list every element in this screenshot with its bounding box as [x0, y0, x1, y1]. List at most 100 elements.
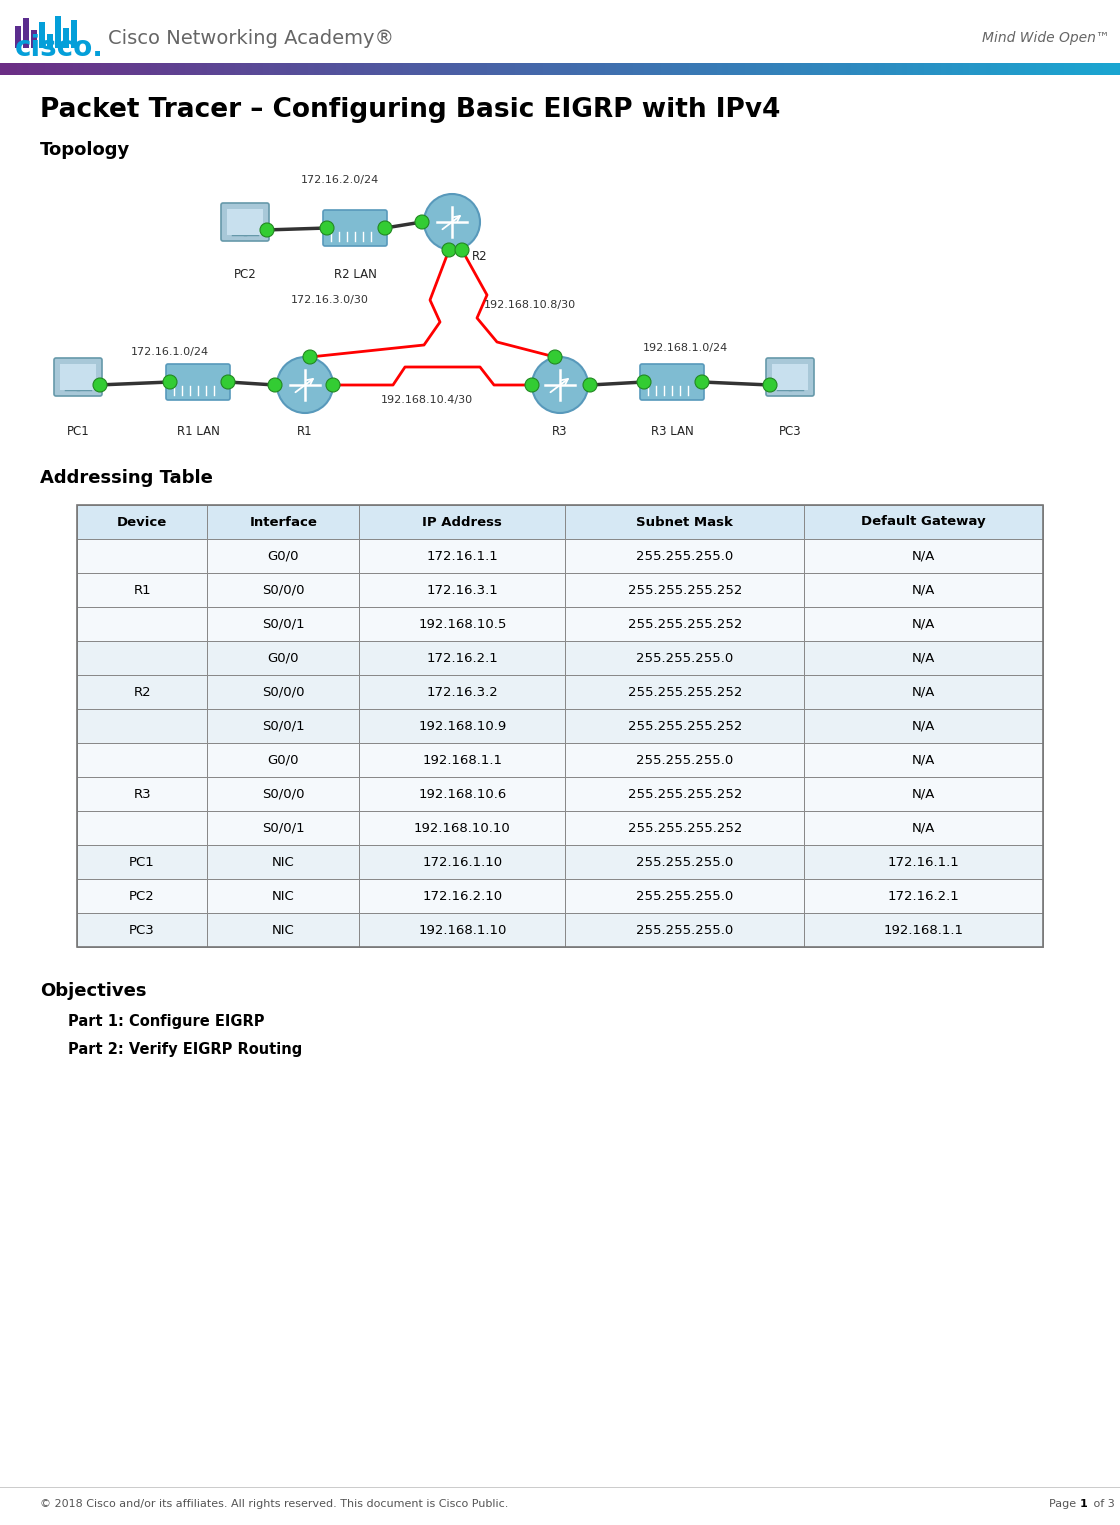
Text: Part 2: Verify EIGRP Routing: Part 2: Verify EIGRP Routing — [68, 1042, 302, 1057]
Bar — [804, 676, 1043, 709]
Text: 255.255.255.252: 255.255.255.252 — [627, 787, 743, 801]
Circle shape — [637, 375, 651, 389]
Bar — [62, 63, 67, 75]
Bar — [672, 63, 678, 75]
Bar — [829, 63, 834, 75]
Text: 172.16.1.1: 172.16.1.1 — [427, 549, 498, 563]
Text: S0/0/0: S0/0/0 — [262, 686, 305, 698]
Bar — [202, 63, 207, 75]
Bar — [246, 63, 252, 75]
Bar — [28, 63, 34, 75]
Bar — [804, 811, 1043, 845]
Bar — [661, 63, 666, 75]
Text: 255.255.255.0: 255.255.255.0 — [636, 753, 734, 767]
Text: NIC: NIC — [272, 856, 295, 869]
Text: S0/0/0: S0/0/0 — [262, 584, 305, 596]
Circle shape — [416, 215, 429, 229]
Bar — [812, 63, 818, 75]
Bar — [840, 63, 846, 75]
Bar — [745, 63, 750, 75]
Bar — [71, 20, 77, 47]
Bar — [493, 63, 498, 75]
Bar — [974, 63, 980, 75]
Bar — [448, 63, 454, 75]
Text: 192.168.10.6: 192.168.10.6 — [418, 787, 506, 801]
Bar — [360, 913, 566, 947]
Text: 255.255.255.0: 255.255.255.0 — [636, 651, 734, 665]
Bar — [207, 573, 360, 607]
Bar — [1058, 63, 1064, 75]
Circle shape — [277, 357, 333, 413]
Text: R1 LAN: R1 LAN — [177, 425, 220, 438]
Text: N/A: N/A — [912, 584, 935, 596]
Bar — [549, 63, 554, 75]
Bar — [123, 63, 129, 75]
Bar — [969, 63, 974, 75]
Bar — [162, 63, 168, 75]
Bar — [207, 709, 360, 743]
Bar — [207, 845, 360, 878]
Text: Objectives: Objectives — [40, 982, 147, 1000]
Text: N/A: N/A — [912, 753, 935, 767]
Bar — [0, 63, 6, 75]
Bar — [862, 63, 868, 75]
Bar — [302, 63, 308, 75]
Bar — [804, 573, 1043, 607]
Bar — [678, 63, 683, 75]
Bar — [459, 63, 465, 75]
Text: PC2: PC2 — [234, 268, 256, 281]
Bar — [77, 709, 207, 743]
Bar — [207, 63, 213, 75]
Bar — [77, 607, 207, 640]
Bar — [784, 63, 790, 75]
Text: Packet Tracer – Configuring Basic EIGRP with IPv4: Packet Tracer – Configuring Basic EIGRP … — [40, 98, 781, 124]
Circle shape — [304, 351, 317, 364]
Text: 172.16.2.1: 172.16.2.1 — [888, 889, 960, 903]
Bar — [515, 63, 521, 75]
Bar — [431, 63, 437, 75]
Bar — [750, 63, 756, 75]
Bar — [360, 778, 566, 811]
Text: 255.255.255.252: 255.255.255.252 — [627, 686, 743, 698]
Bar — [650, 63, 655, 75]
Bar — [644, 63, 650, 75]
Bar — [924, 63, 930, 75]
Bar — [118, 63, 123, 75]
Text: PC2: PC2 — [129, 889, 155, 903]
Bar — [364, 63, 370, 75]
Text: 192.168.10.8/30: 192.168.10.8/30 — [484, 300, 576, 310]
Bar — [24, 18, 29, 47]
Bar — [360, 538, 566, 573]
Bar — [291, 63, 297, 75]
Bar — [1092, 63, 1098, 75]
Text: G0/0: G0/0 — [268, 651, 299, 665]
Bar — [129, 63, 134, 75]
Bar — [185, 63, 190, 75]
Bar — [297, 63, 302, 75]
Bar — [554, 63, 560, 75]
Bar — [207, 778, 360, 811]
Bar — [241, 63, 246, 75]
Bar — [308, 63, 314, 75]
Text: 192.168.1.1: 192.168.1.1 — [422, 753, 502, 767]
Text: PC1: PC1 — [129, 856, 155, 869]
Bar — [370, 63, 375, 75]
Bar — [409, 63, 414, 75]
Bar — [594, 63, 599, 75]
Bar — [77, 878, 207, 913]
Bar — [269, 63, 274, 75]
Bar — [683, 63, 689, 75]
Bar — [360, 845, 566, 878]
Bar — [437, 63, 442, 75]
Text: N/A: N/A — [912, 787, 935, 801]
Bar — [762, 63, 767, 75]
Bar — [207, 538, 360, 573]
Bar — [806, 63, 812, 75]
Bar — [77, 538, 207, 573]
Bar — [381, 63, 386, 75]
Bar — [6, 63, 11, 75]
Bar — [360, 607, 566, 640]
Bar — [804, 640, 1043, 676]
Bar — [342, 63, 347, 75]
Bar — [360, 878, 566, 913]
